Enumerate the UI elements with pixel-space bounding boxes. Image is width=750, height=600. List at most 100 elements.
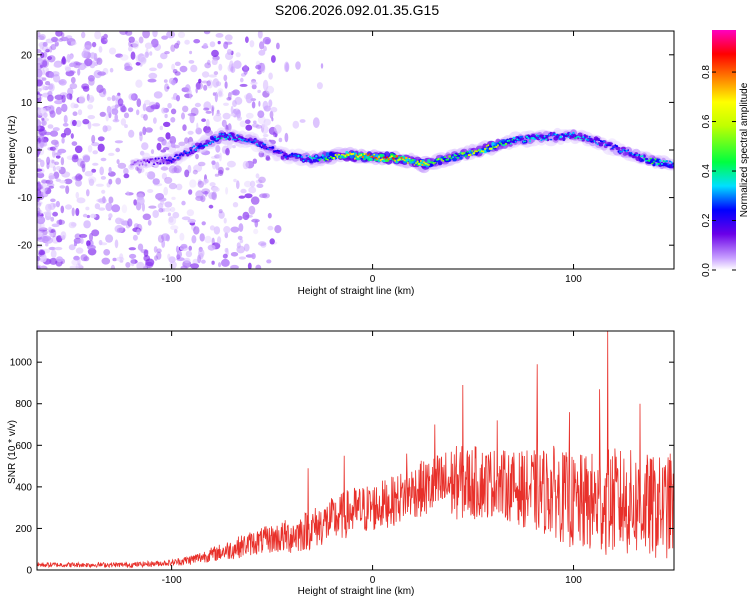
heatmap-cell [75,62,82,66]
heatmap-cell [60,157,65,166]
heatmap-cell [54,94,64,101]
ridge-cell [342,154,345,156]
ridge-cell [390,155,393,158]
heatmap-cell [124,124,128,129]
ridge-cell [649,157,652,160]
heatmap-cell [205,119,210,128]
ridge-cell [620,146,626,151]
heatmap-cell [116,159,120,165]
ridge-cell [252,140,255,143]
heatmap-cell [44,187,52,195]
heatmap-cell [172,69,178,74]
heatmap-cell [255,173,260,179]
heatmap-cell [130,93,138,101]
ridge-cell [212,141,215,143]
heatmap-cell [39,33,46,41]
heatmap-cell [226,160,236,168]
ridge-cell [659,159,662,162]
heatmap-cell [262,193,270,199]
heatmap-cell [139,132,143,142]
ridge-cell [482,150,485,153]
ridge-cell [284,156,287,159]
ridge-cell [341,153,343,156]
heatmap-cell [252,158,257,164]
heatmap-cell [84,170,94,177]
heatmap-cell [248,205,256,215]
heatmap-cell [137,243,144,251]
heatmap-cell [245,92,253,104]
heatmap-cell [257,31,263,39]
heatmap-cell [48,175,56,180]
snr-y-tick-label: 400 [15,482,32,493]
ridge-cell [330,155,332,158]
heatmap-cell [117,98,124,107]
heatmap-cell [214,173,219,177]
heatmap-cell [65,35,73,40]
heatmap-cell [203,107,210,111]
heatmap-cell [196,122,199,131]
heatmap-cell [47,94,54,102]
heatmap-cell [70,102,76,109]
heatmap-cell [211,58,218,65]
heatmap-cell [171,79,176,86]
ridge-cell [182,153,184,156]
heatmap-cell [187,218,196,224]
ridge-cell [237,137,241,140]
heatmap-cell [167,212,171,217]
heatmap-cell [238,256,246,260]
heatmap-cell [192,169,198,175]
heatmap-cell [52,149,56,158]
heatmap-cell [53,62,62,68]
heatmap-cell [47,124,54,129]
heatmap-cell [250,81,258,86]
heatmap-cell [64,178,73,185]
heatmap-cell [61,137,65,144]
heatmap-cell [98,46,103,53]
heatmap-cell [242,211,250,221]
heatmap-cell [97,143,105,152]
heatmap-cell [108,152,115,156]
heatmap-cell [87,104,94,110]
heatmap-cell [37,191,41,198]
heatmap-cell [37,69,43,78]
ridge-cell [143,159,146,162]
heatmap-cell [232,100,237,107]
ridge-cell [554,133,558,136]
heatmap-cell [243,64,249,76]
ridge-cell [497,144,499,147]
heatmap-cell [132,234,138,241]
heatmap-cell [87,75,95,82]
ridge-cell [492,146,495,148]
ridge-cell [188,151,191,154]
ridge-cell [657,163,661,165]
heatmap-cell [89,213,97,219]
heatmap-cell [209,41,216,48]
ridge-cell [487,144,490,147]
heatmap-cell [149,51,153,56]
ridge-cell [297,154,300,157]
heatmap-cell [128,247,136,251]
heatmap-cell [91,168,97,173]
heatmap-cell [149,67,157,72]
heatmap-cell [142,126,147,136]
heatmap-cell [140,57,147,63]
ridge-cell [422,161,426,163]
ridge-cell [221,133,225,136]
ridge-cell [230,135,233,138]
heatmap-cell [192,258,199,265]
ridge-cell [636,154,640,156]
ridge-cell [299,154,302,157]
ridge-cell [642,154,646,158]
heatmap-cell [86,189,90,197]
heatmap-cell [41,84,46,91]
heatmap-cell [174,61,181,66]
heatmap-cell [240,188,247,194]
ridge-cell [624,149,626,152]
heatmap-cell [235,52,241,58]
heatmap-cell [119,253,124,261]
heatmap-cell [207,59,211,66]
ridge-cell [464,155,467,158]
heatmap-cell [179,65,188,73]
heatmap-cell [255,64,262,70]
